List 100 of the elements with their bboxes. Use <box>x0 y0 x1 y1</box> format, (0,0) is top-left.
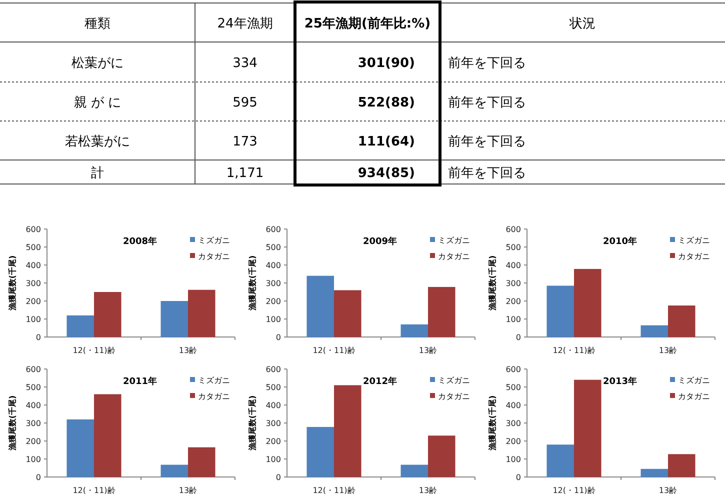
y-tick-label: 100 <box>266 455 281 464</box>
bar <box>668 306 696 337</box>
y-tick-label: 100 <box>506 455 521 464</box>
text: 2009年 <box>362 236 398 247</box>
y-tick-label: 600 <box>506 225 521 234</box>
y-axis-title: 漁獲尾数(千尾) <box>488 395 497 452</box>
x-tick-label: 12(・11)齢 <box>552 346 596 355</box>
bar <box>94 394 122 477</box>
y-tick-label: 400 <box>266 401 281 410</box>
text: 若松葉がに <box>65 134 130 150</box>
text: 前年を下回る <box>448 96 526 110</box>
text: 1,171 <box>226 166 264 181</box>
y-tick-label: 500 <box>26 243 41 252</box>
legend-label: ミズガニ <box>198 376 230 385</box>
y-tick-label: 0 <box>36 473 41 482</box>
text: 種類 <box>84 16 110 32</box>
bar <box>160 464 188 477</box>
bar <box>640 325 668 337</box>
text: 25年漁期(前年比:%) <box>304 16 431 32</box>
x-tick-label: 12(・11)齢 <box>72 346 116 355</box>
y-tick-label: 300 <box>266 279 281 288</box>
y-tick-label: 200 <box>26 297 41 306</box>
bar <box>574 268 602 337</box>
y-axis-title: 漁獲尾数(千尾) <box>8 395 17 452</box>
bar <box>428 436 456 477</box>
text: 状況 <box>568 16 596 32</box>
legend-label: ミズガニ <box>438 376 470 385</box>
legend-label: カタガニ <box>198 252 230 261</box>
text: 2012年 <box>362 376 398 387</box>
bar <box>66 315 94 337</box>
y-tick-label: 400 <box>26 261 41 270</box>
y-tick-label: 400 <box>266 261 281 270</box>
x-tick-label: 13齢 <box>178 346 198 355</box>
y-tick-label: 200 <box>506 297 521 306</box>
x-tick-label: 12(・11)齢 <box>312 346 356 355</box>
bar <box>546 444 574 477</box>
legend-label: カタガニ <box>198 392 230 401</box>
text: 計 <box>91 166 104 181</box>
y-axis-title: 漁獲尾数(千尾) <box>8 255 17 312</box>
text: 2013年 <box>602 376 638 387</box>
y-tick-label: 400 <box>506 261 521 270</box>
text: 松葉がに <box>72 56 124 71</box>
y-tick-label: 300 <box>506 419 521 428</box>
y-tick-label: 600 <box>506 365 521 374</box>
text: 334 <box>232 56 258 71</box>
bar <box>574 380 602 477</box>
text: 173 <box>232 134 258 150</box>
y-axis-title: 漁獲尾数(千尾) <box>488 255 497 312</box>
text: 2011年 <box>122 376 158 387</box>
y-tick-label: 500 <box>506 243 521 252</box>
x-tick-label: 12(・11)齢 <box>552 486 596 495</box>
y-tick-label: 500 <box>266 243 281 252</box>
bar <box>428 286 456 337</box>
legend-label: カタガニ <box>678 392 710 401</box>
bar <box>188 447 216 477</box>
y-tick-label: 500 <box>266 383 281 392</box>
x-tick-label: 13齢 <box>658 346 678 355</box>
y-tick-label: 300 <box>26 419 41 428</box>
text: 前年を下回る <box>448 134 526 150</box>
y-tick-label: 100 <box>506 315 521 324</box>
text: 前年を下回る <box>448 166 526 181</box>
y-tick-label: 0 <box>276 333 281 342</box>
text: 934(85) <box>358 166 415 181</box>
legend-label: ミズガニ <box>198 236 230 245</box>
bar <box>400 464 428 477</box>
bar <box>668 454 696 477</box>
x-tick-label: 12(・11)齢 <box>72 486 116 495</box>
bar <box>334 385 362 477</box>
x-tick-label: 13齢 <box>418 486 438 495</box>
y-tick-label: 300 <box>26 279 41 288</box>
legend-label: ミズガニ <box>678 376 710 385</box>
legend-label: カタガニ <box>438 392 470 401</box>
text: 前年を下回る <box>448 56 526 71</box>
text: 522(88) <box>358 96 415 110</box>
bar <box>188 290 216 337</box>
bar <box>306 426 334 477</box>
y-tick-label: 500 <box>506 383 521 392</box>
y-axis-title: 漁獲尾数(千尾) <box>248 395 257 452</box>
y-tick-label: 300 <box>266 419 281 428</box>
y-tick-label: 400 <box>506 401 521 410</box>
bar <box>94 292 122 337</box>
text: 301(90) <box>358 56 415 71</box>
legend-label: カタガニ <box>678 252 710 261</box>
y-tick-label: 500 <box>26 383 41 392</box>
y-tick-label: 200 <box>266 437 281 446</box>
text: 595 <box>232 96 258 110</box>
text: 2008年 <box>122 236 158 247</box>
bar <box>66 419 94 477</box>
text: 111(64) <box>358 134 415 150</box>
legend-label: ミズガニ <box>438 236 470 245</box>
y-tick-label: 300 <box>506 279 521 288</box>
bar <box>160 301 188 337</box>
y-tick-label: 200 <box>266 297 281 306</box>
y-tick-label: 600 <box>26 225 41 234</box>
x-tick-label: 13齢 <box>658 486 678 495</box>
x-tick-label: 13齢 <box>178 486 198 495</box>
y-tick-label: 400 <box>26 401 41 410</box>
bar <box>546 286 574 337</box>
y-tick-label: 600 <box>266 365 281 374</box>
y-axis-title: 漁獲尾数(千尾) <box>248 255 257 312</box>
